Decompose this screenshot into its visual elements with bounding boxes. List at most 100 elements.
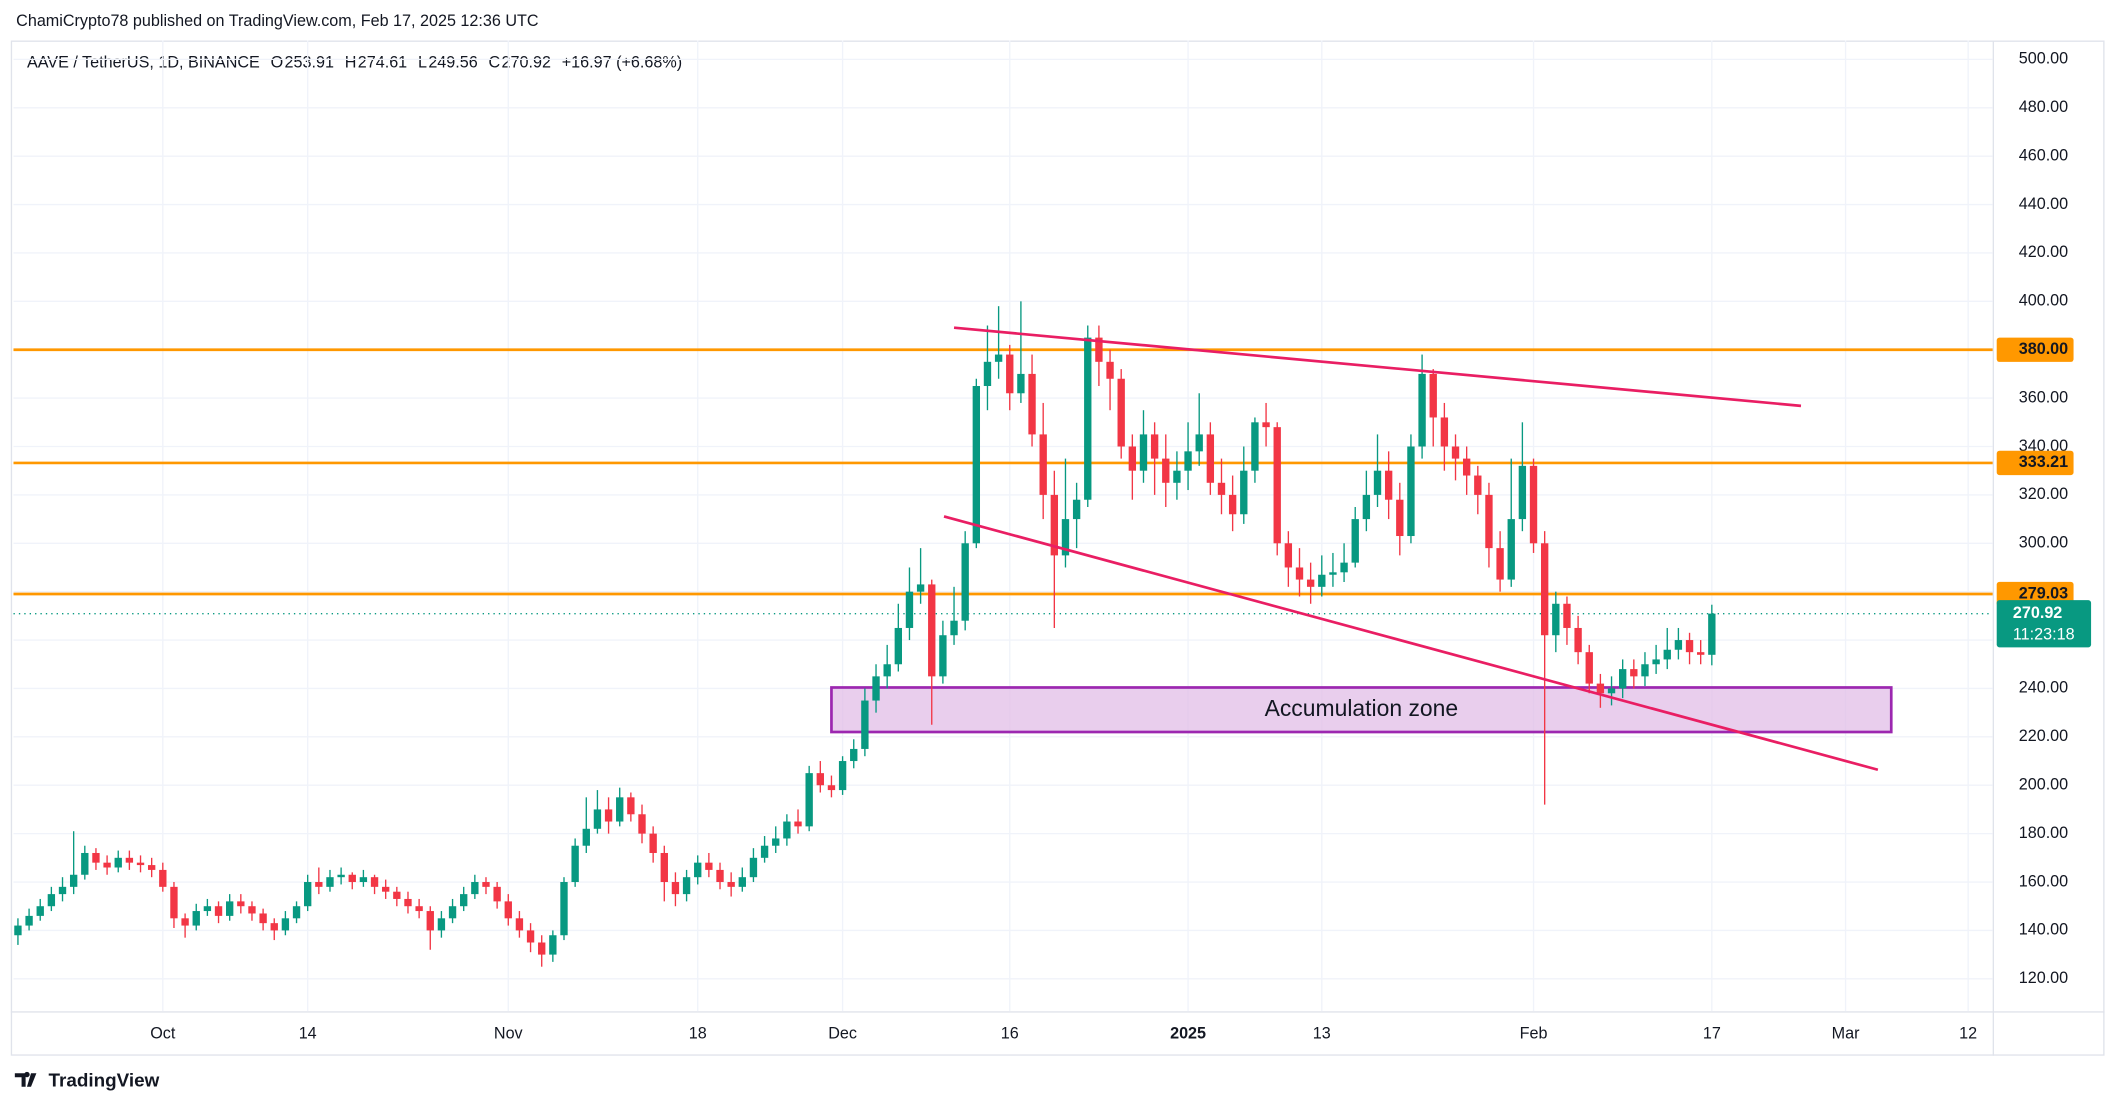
x-tick-label: Mar xyxy=(1832,1024,1860,1042)
candle-body xyxy=(1117,378,1125,447)
candle-body xyxy=(916,584,925,592)
legend-text: 249.56 xyxy=(428,54,477,72)
candle-body xyxy=(560,882,568,936)
candle-body xyxy=(549,935,557,955)
candle-body xyxy=(850,748,858,762)
candle-body xyxy=(1240,470,1248,515)
x-tick-label: 2025 xyxy=(1170,1024,1206,1042)
candle-body xyxy=(827,785,836,791)
candle-body xyxy=(638,814,646,834)
y-tick-label: 140.00 xyxy=(2019,921,2068,939)
candle-body xyxy=(348,874,356,883)
candle-body xyxy=(738,877,746,887)
candle-body xyxy=(582,828,590,846)
candle-body xyxy=(1585,652,1593,684)
candle-body xyxy=(694,862,702,878)
candle-body xyxy=(448,906,457,919)
candle-body xyxy=(1451,446,1460,459)
candle-body xyxy=(1607,688,1616,694)
candle-body xyxy=(370,877,379,887)
candle-body xyxy=(259,913,267,924)
x-tick-label: 13 xyxy=(1313,1024,1331,1042)
candle-body xyxy=(1173,470,1181,483)
candle-body xyxy=(571,845,579,883)
candle-body xyxy=(939,635,947,677)
x-tick-label: 16 xyxy=(1001,1024,1019,1042)
candle-body xyxy=(136,862,145,866)
candle-body xyxy=(1318,574,1326,587)
y-tick-label: 360.00 xyxy=(2019,388,2068,406)
candle-body xyxy=(1106,361,1114,379)
candle-body xyxy=(616,797,624,822)
candle-body xyxy=(493,886,501,902)
candle-body xyxy=(772,838,780,846)
x-tick-label: Oct xyxy=(150,1024,176,1042)
candle-body xyxy=(1641,664,1649,677)
candle-body xyxy=(1652,659,1660,665)
candle-body xyxy=(1708,613,1716,655)
legend-text: AAVE / TetherUS, 1D, BINANCE xyxy=(27,54,260,72)
candle-body xyxy=(838,761,847,791)
candle-body xyxy=(460,894,468,907)
zone-label: Accumulation zone xyxy=(1265,695,1459,721)
level-label-bg xyxy=(1996,450,2074,476)
candle-body xyxy=(749,857,758,878)
candle-body xyxy=(170,886,178,919)
trendline xyxy=(943,515,1879,772)
candle-body xyxy=(1273,427,1281,544)
candle-body xyxy=(716,869,724,883)
candle-body xyxy=(727,882,735,887)
candle-body xyxy=(426,911,434,931)
candle-body xyxy=(147,865,156,870)
level-label: 279.03 xyxy=(2019,584,2068,602)
candle-body xyxy=(14,925,22,936)
candle-body xyxy=(1474,475,1482,495)
candle-body xyxy=(1150,434,1159,459)
candle-body xyxy=(214,906,223,916)
candle-body xyxy=(1039,434,1047,495)
candle-body xyxy=(905,591,914,628)
level-label-bg xyxy=(1996,581,2074,607)
candle-body xyxy=(538,942,546,955)
candle-body xyxy=(1574,627,1582,653)
candle-body xyxy=(1440,417,1449,447)
y-tick-label: 400.00 xyxy=(2019,292,2068,310)
candle-body xyxy=(1284,543,1293,568)
grid xyxy=(13,40,1993,1012)
candle-body xyxy=(1552,603,1560,636)
candle-body xyxy=(225,901,234,916)
y-tick-label: 240.00 xyxy=(2019,679,2068,697)
candle-body xyxy=(705,862,713,870)
candle-body xyxy=(1061,519,1070,556)
candle-body xyxy=(1295,567,1304,580)
y-tick-label: 500.00 xyxy=(2019,50,2068,68)
candle-body xyxy=(69,874,78,887)
x-tick-label: Nov xyxy=(494,1024,524,1042)
candle-body xyxy=(504,901,512,919)
candle-body xyxy=(1362,494,1371,520)
candle-body xyxy=(972,386,981,544)
candle-body xyxy=(1217,482,1226,495)
candles xyxy=(14,301,1716,967)
candle-body xyxy=(1050,494,1059,556)
candle-body xyxy=(760,845,769,858)
level-label-bg xyxy=(1996,337,2074,362)
candle-body xyxy=(1697,652,1705,655)
candle-body xyxy=(805,773,813,827)
level-label: 333.21 xyxy=(2019,453,2068,471)
candle-body xyxy=(1329,572,1337,575)
y-tick-label: 440.00 xyxy=(2019,195,2068,213)
candle-body xyxy=(393,891,401,899)
y-tick-label: 120.00 xyxy=(2019,969,2068,987)
candle-body xyxy=(861,700,869,749)
countdown-label: 11:23:18 xyxy=(2013,625,2075,643)
candle-body xyxy=(382,886,390,892)
candle-body xyxy=(326,877,334,887)
candle-body xyxy=(515,918,524,931)
overlays xyxy=(943,326,1879,772)
candle-body xyxy=(125,857,134,863)
candle-body xyxy=(994,354,1003,362)
candle-body xyxy=(270,923,278,931)
candle-body xyxy=(315,882,323,887)
